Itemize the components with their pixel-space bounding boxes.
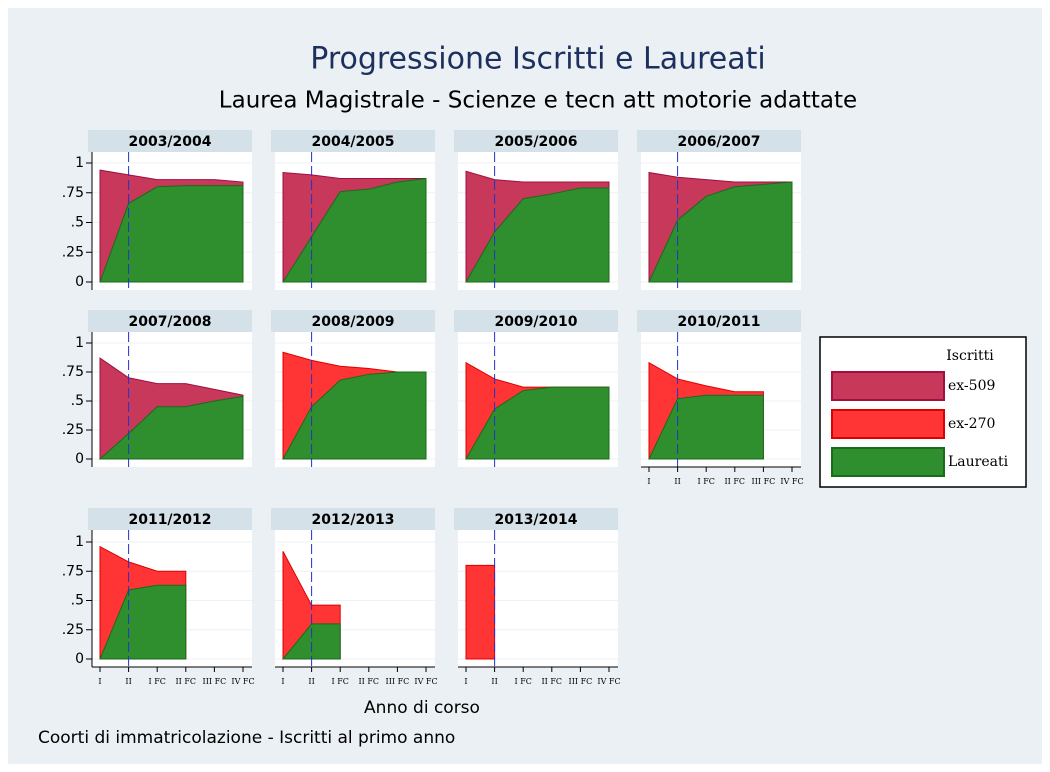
x-tick-label: I (98, 677, 101, 686)
area-laureati (465, 386, 610, 460)
x-axis-title: Anno di corso (364, 698, 480, 718)
x-tick-label: IV FC (780, 477, 803, 486)
x-tick-label: I FC (698, 477, 715, 486)
x-tick-label: IV FC (231, 677, 254, 686)
x-tick-label: IV FC (414, 677, 437, 686)
panel-title: 2013/2014 (494, 512, 577, 528)
panel-title: 2007/2008 (128, 314, 211, 330)
panel-header (271, 130, 435, 152)
x-tick-label: I (464, 677, 467, 686)
panel-header (88, 508, 252, 530)
area-ex-270 (465, 564, 496, 660)
legend-swatch (831, 447, 945, 477)
y-tick-label: 1 (75, 155, 84, 171)
panel-header (88, 310, 252, 332)
x-tick-label: II FC (542, 677, 563, 686)
legend-swatch (831, 409, 945, 439)
area-laureati (99, 584, 187, 660)
panel-title: 2006/2007 (677, 134, 760, 150)
y-tick-label: 1 (75, 335, 84, 351)
y-tick-label: .75 (62, 185, 84, 201)
x-tick-label: II FC (176, 677, 197, 686)
x-tick-label: II FC (725, 477, 746, 486)
area-laureati (281, 623, 341, 660)
legend-label: Laureati (948, 454, 1009, 470)
panel-header (271, 310, 435, 332)
area-laureati (282, 371, 427, 460)
legend-label: ex-509 (948, 378, 995, 394)
legend-swatch (831, 371, 945, 401)
area-laureati (282, 177, 427, 283)
x-tick-label: IV FC (597, 677, 620, 686)
y-tick-label: .75 (62, 563, 84, 579)
area-laureati (648, 181, 793, 283)
panel-title: 2005/2006 (494, 134, 577, 150)
note: Coorti di immatricolazione - Iscritti al… (38, 728, 455, 748)
panel-title: 2003/2004 (128, 134, 211, 150)
area-laureati (99, 185, 244, 283)
y-tick-label: .5 (71, 393, 84, 409)
panel-header (454, 130, 618, 152)
x-tick-label: I (281, 677, 284, 686)
panel-title: 2008/2009 (311, 314, 394, 330)
area-laureati (98, 395, 244, 460)
panel-header (637, 310, 801, 332)
y-tick-label: .25 (62, 422, 84, 438)
panel-title: 2004/2005 (311, 134, 394, 150)
y-tick-label: 0 (75, 274, 84, 290)
y-tick-label: .75 (62, 364, 84, 380)
x-tick-label: III FC (752, 477, 776, 486)
panel-header (88, 130, 252, 152)
x-tick-label: II (125, 677, 131, 686)
y-tick-label: .5 (71, 215, 84, 231)
panel-title: 2011/2012 (128, 512, 211, 528)
panel-header (454, 310, 618, 332)
y-tick-label: 0 (75, 451, 84, 467)
area-laureati (465, 187, 610, 283)
x-tick-label: III FC (203, 677, 227, 686)
y-tick-label: .25 (62, 622, 84, 638)
x-tick-label: I FC (149, 677, 166, 686)
panel-title: 2012/2013 (311, 512, 394, 528)
legend-label: ex-270 (948, 416, 995, 432)
x-tick-label: III FC (569, 677, 593, 686)
y-tick-label: 1 (75, 534, 84, 550)
panel-header (454, 508, 618, 530)
x-tick-label: II FC (359, 677, 380, 686)
x-tick-label: I FC (515, 677, 532, 686)
panel-header (637, 130, 801, 152)
x-tick-label: II (491, 677, 497, 686)
legend-title: Iscritti (946, 348, 994, 364)
x-tick-label: III FC (386, 677, 410, 686)
x-tick-label: I (647, 477, 650, 486)
x-tick-label: I FC (332, 677, 349, 686)
x-tick-label: II (308, 677, 314, 686)
y-tick-label: .25 (62, 244, 84, 260)
y-tick-label: 0 (75, 651, 84, 667)
panel-title: 2010/2011 (677, 314, 760, 330)
y-tick-label: .5 (71, 593, 84, 609)
chart-title: Progressione Iscritti e Laureati (310, 42, 765, 77)
panel-title: 2009/2010 (494, 314, 577, 330)
panel-header (271, 508, 435, 530)
x-tick-label: II (674, 477, 680, 486)
chart-subtitle: Laurea Magistrale - Scienze e tecn att m… (219, 88, 857, 114)
